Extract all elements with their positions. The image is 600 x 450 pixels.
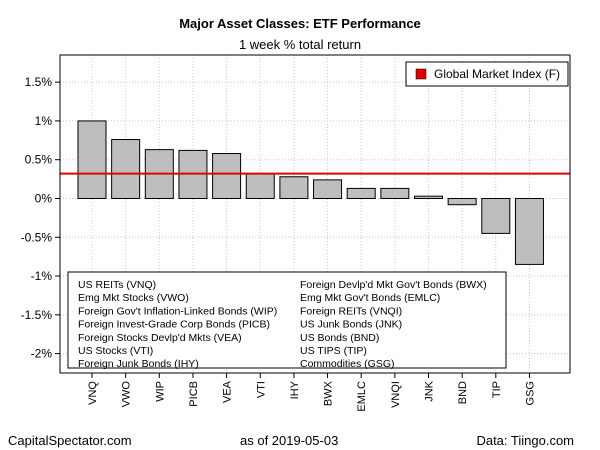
- x-tick-label: VNQ: [87, 381, 99, 405]
- legend-box: [405, 61, 569, 87]
- legend-swatch: [415, 68, 427, 80]
- y-tick-label: 0.5%: [25, 153, 53, 167]
- ticker-key-entry: US TIPS (TIP): [300, 345, 367, 357]
- ticker-key-entry: Foreign Junk Bonds (IHY): [78, 358, 199, 370]
- x-tick-label: BWX: [323, 380, 335, 406]
- y-tick-label: -1%: [31, 269, 53, 283]
- y-tick-label: -2%: [31, 347, 53, 361]
- ticker-key-entry: Foreign Stocks Devlp'd Mkts (VEA): [78, 332, 242, 344]
- ticker-key-entry: US Stocks (VTI): [78, 345, 153, 357]
- bar-vwo: [111, 139, 141, 199]
- bar-bnd: [447, 197, 477, 206]
- chart-title: Major Asset Classes: ETF Performance: [179, 16, 421, 31]
- ticker-key-entry: US REITs (VNQ): [78, 279, 156, 291]
- x-tick-label: GSG: [524, 381, 536, 405]
- y-tick-label: 1.5%: [25, 75, 53, 89]
- x-tick-label: BND: [457, 381, 469, 404]
- y-tick-label: -1.5%: [21, 308, 53, 322]
- bar-vnqi: [380, 187, 410, 199]
- y-tick-label: 1%: [35, 114, 53, 128]
- ticker-key-entry: US Junk Bonds (JNK): [300, 319, 402, 331]
- data-credit-label: Data: Tiingo.com: [476, 433, 574, 448]
- ticker-key-entry: Commodities (GSG): [300, 358, 395, 370]
- bar-gsg: [514, 197, 544, 265]
- bar-vea: [212, 153, 242, 199]
- x-tick-label: VNQI: [390, 381, 402, 408]
- bar-emlc: [346, 187, 376, 199]
- legend-label: Global Market Index (F): [434, 67, 560, 81]
- chart-subtitle: 1 week % total return: [238, 37, 362, 52]
- bar-ihy: [279, 176, 309, 199]
- y-tick-label: -0.5%: [21, 230, 53, 244]
- x-tick-label: IHY: [289, 380, 301, 399]
- ticker-key-entry: Foreign Devlp'd Mkt Gov't Bonds (BWX): [300, 279, 487, 291]
- ticker-key-entry: US Bonds (BND): [300, 332, 379, 344]
- x-tick-label: VEA: [222, 380, 234, 403]
- x-tick-label: TIP: [491, 381, 503, 398]
- x-tick-label: VTI: [255, 381, 267, 398]
- x-tick-label: WIP: [154, 381, 166, 402]
- bar-vti: [245, 173, 275, 199]
- bar-tip: [481, 197, 511, 234]
- ticker-key-box: [67, 271, 507, 369]
- bar-bwx: [313, 179, 343, 199]
- plot-frame: [59, 54, 571, 374]
- x-tick-label: PICB: [188, 381, 200, 407]
- ticker-key-entry: Emg Mkt Gov't Bonds (EMLC): [300, 292, 440, 304]
- y-tick-label: 0%: [35, 191, 53, 205]
- x-tick-label: EMLC: [356, 381, 368, 412]
- ticker-key-entry: Foreign REITs (VNQI): [300, 305, 402, 317]
- source-label: CapitalSpectator.com: [8, 433, 132, 448]
- x-tick-label: VWO: [121, 381, 133, 408]
- date-label: as of 2019-05-03: [240, 433, 339, 448]
- ticker-key-entry: Foreign Gov't Inflation-Linked Bonds (WI…: [78, 305, 277, 317]
- x-tick-label: JNK: [424, 380, 436, 401]
- bar-jnk: [414, 195, 443, 199]
- ticker-key-entry: Emg Mkt Stocks (VWO): [78, 292, 189, 304]
- ticker-key-entry: Foreign Invest-Grade Corp Bonds (PICB): [78, 319, 270, 331]
- bar-vnq: [77, 120, 107, 199]
